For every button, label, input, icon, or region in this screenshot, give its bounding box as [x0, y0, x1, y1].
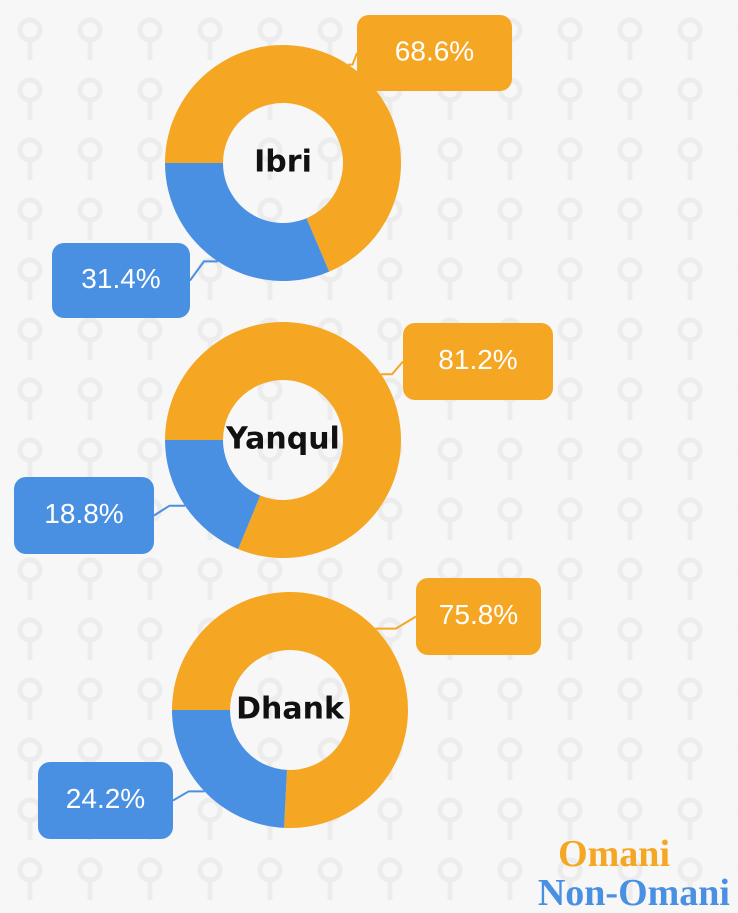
center-label: Dhank	[236, 692, 345, 727]
value-label: 18.8%	[44, 498, 123, 529]
center-label: Ibri	[254, 145, 312, 180]
value-label: 68.6%	[395, 35, 474, 66]
value-label: 81.2%	[438, 344, 517, 375]
value-label: 31.4%	[81, 263, 160, 294]
leader-line	[172, 790, 205, 802]
leader-line	[153, 504, 185, 517]
donut-segment	[165, 45, 402, 272]
donut-segment	[172, 710, 287, 828]
leader-line	[381, 360, 404, 376]
label-box	[357, 15, 512, 91]
label-box	[403, 323, 553, 400]
label-box	[14, 477, 154, 554]
value-label: 75.8%	[439, 599, 518, 630]
donut-segment	[165, 163, 330, 281]
leader-line	[189, 260, 218, 282]
legend-entry: Non-Omani	[538, 872, 730, 913]
value-label: 24.2%	[66, 783, 145, 814]
label-box	[38, 762, 173, 839]
leader-line	[375, 615, 417, 630]
label-box	[52, 243, 190, 318]
leader-line	[348, 52, 358, 66]
label-box	[416, 578, 541, 655]
donut-segment	[165, 322, 402, 558]
donut-segment	[165, 440, 261, 550]
donut-segment	[172, 591, 409, 828]
center-label: Yanqul	[225, 422, 340, 457]
legend-entry: Omani	[558, 833, 670, 875]
